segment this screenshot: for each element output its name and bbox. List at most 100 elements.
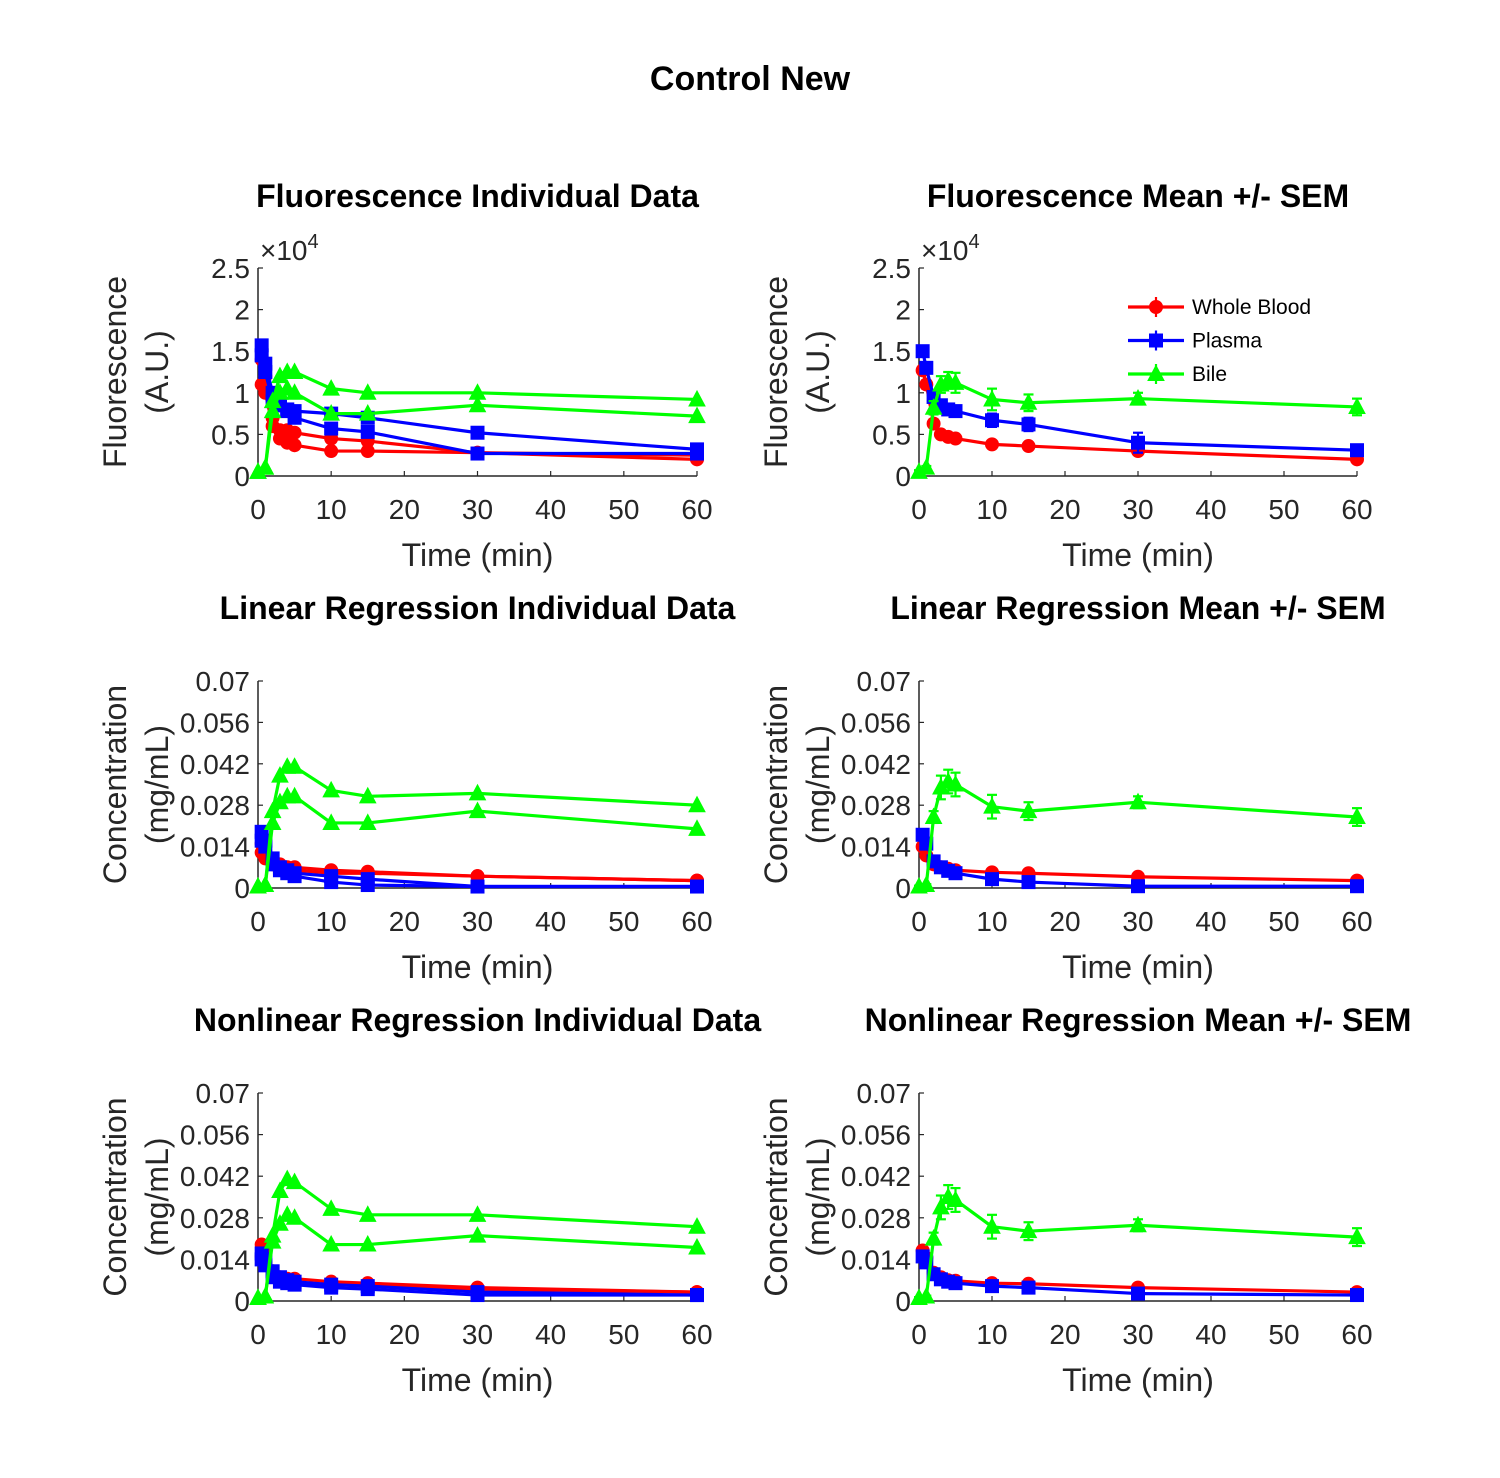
- data-point: [917, 875, 936, 893]
- data-point: [468, 801, 487, 819]
- data-point: [324, 875, 339, 890]
- y-tick-label: 0: [234, 461, 250, 492]
- chart-panel-3: Linear Regression Individual Data 0 10 20 30…: [97, 590, 736, 985]
- data-point: [946, 1190, 965, 1207]
- data-point: [985, 413, 999, 428]
- x-axis-label: Time (min): [402, 949, 554, 985]
- data-point: [322, 1234, 340, 1252]
- y-tick-label: 1: [234, 378, 250, 409]
- legend-item: Whole Blood: [1128, 296, 1311, 319]
- y-tick-label: 0.042: [841, 749, 911, 780]
- exponent-power: 4: [308, 231, 319, 253]
- chart-panel-4: Linear Regression Mean +/- SEM 0 10 20 30 40 5…: [758, 590, 1386, 985]
- data-point: [946, 373, 965, 390]
- data-point: [948, 866, 963, 881]
- x-tick-label: 0: [250, 494, 266, 525]
- data-point: [1131, 1286, 1145, 1301]
- y-tick-label: 0.5: [211, 419, 250, 450]
- x-tick-label: 30: [1122, 494, 1153, 525]
- y-axis-label: Concentration: [758, 685, 794, 884]
- data-point: [285, 1172, 304, 1190]
- y-tick-label: 0.042: [180, 749, 250, 780]
- x-tick-label: 10: [316, 906, 347, 937]
- data-point: [470, 1288, 485, 1303]
- data-point: [1019, 801, 1038, 819]
- data-point: [983, 389, 1001, 407]
- y-axis-label: Fluorescence: [97, 276, 133, 468]
- x-tick-label: 50: [1268, 1319, 1299, 1350]
- series-bile: [910, 768, 1366, 894]
- y-axis-label: Concentration: [758, 1097, 794, 1296]
- y-tick-label: 0.028: [180, 1203, 250, 1234]
- data-point: [287, 869, 302, 884]
- x-tick-label: 50: [1268, 494, 1299, 525]
- exponent-label: ×104: [921, 231, 980, 266]
- data-point: [263, 813, 282, 830]
- data-point: [688, 819, 706, 836]
- y-tick-label: 0.014: [180, 832, 250, 863]
- series-plasma: [254, 833, 704, 894]
- data-point: [324, 421, 339, 436]
- data-point: [917, 1286, 936, 1304]
- data-point: [688, 406, 706, 424]
- x-tick-label: 30: [1122, 906, 1153, 937]
- y-tick-label: 2.5: [211, 253, 250, 284]
- panel-title: Fluorescence Individual Data: [256, 178, 699, 214]
- x-axis-label: Time (min): [402, 537, 554, 573]
- y-tick-label: 0.056: [180, 1120, 250, 1151]
- x-tick-label: 10: [976, 906, 1007, 937]
- y-tick-label: 0.07: [857, 666, 912, 697]
- y-tick-label: 0.07: [196, 666, 251, 697]
- data-point: [690, 879, 704, 894]
- data-point: [468, 783, 487, 801]
- x-tick-label: 60: [681, 1319, 712, 1350]
- data-point: [915, 344, 930, 359]
- data-point: [688, 1217, 706, 1234]
- data-point: [983, 797, 1001, 814]
- series-whole-blood: [915, 363, 1364, 467]
- y-tick-label: 0.014: [841, 832, 911, 863]
- data-point: [1019, 393, 1038, 410]
- data-point: [285, 383, 304, 400]
- data-point: [688, 389, 706, 407]
- data-point: [324, 444, 339, 459]
- x-tick-label: 60: [681, 494, 712, 525]
- y-axis-label: (mg/mL): [800, 725, 836, 844]
- y-axis-label: (A.U.): [139, 330, 175, 414]
- legend-marker: [1147, 364, 1165, 381]
- y-tick-label: 2: [895, 295, 911, 326]
- data-point: [285, 786, 304, 804]
- data-point: [358, 1205, 377, 1222]
- data-point: [924, 398, 943, 415]
- data-point: [254, 348, 269, 363]
- y-tick-label: 0.056: [841, 1120, 911, 1151]
- x-tick-label: 10: [316, 1319, 347, 1350]
- data-point: [1129, 389, 1147, 406]
- y-axis-label: Fluorescence: [758, 276, 794, 468]
- legend-item: Plasma: [1128, 330, 1262, 353]
- data-point: [985, 872, 999, 887]
- data-point: [287, 1277, 302, 1292]
- x-tick-label: 30: [462, 494, 493, 525]
- data-point: [358, 786, 377, 804]
- y-axis-label: Concentration: [97, 685, 133, 884]
- x-tick-label: 50: [608, 1319, 639, 1350]
- data-point: [948, 404, 963, 419]
- data-point: [258, 365, 273, 379]
- y-tick-label: 0.014: [180, 1244, 250, 1275]
- x-tick-label: 20: [389, 494, 420, 525]
- data-point: [1350, 443, 1364, 458]
- x-tick-label: 20: [1049, 906, 1080, 937]
- data-point: [322, 379, 340, 396]
- y-tick-label: 2: [234, 295, 250, 326]
- x-tick-label: 60: [1341, 1319, 1372, 1350]
- data-point: [985, 1279, 999, 1294]
- data-point: [358, 813, 377, 830]
- data-point: [287, 438, 302, 453]
- x-tick-label: 40: [1195, 906, 1226, 937]
- data-point: [946, 774, 965, 792]
- panel-title: Linear Regression Mean +/- SEM: [890, 590, 1385, 626]
- data-point: [932, 1197, 950, 1215]
